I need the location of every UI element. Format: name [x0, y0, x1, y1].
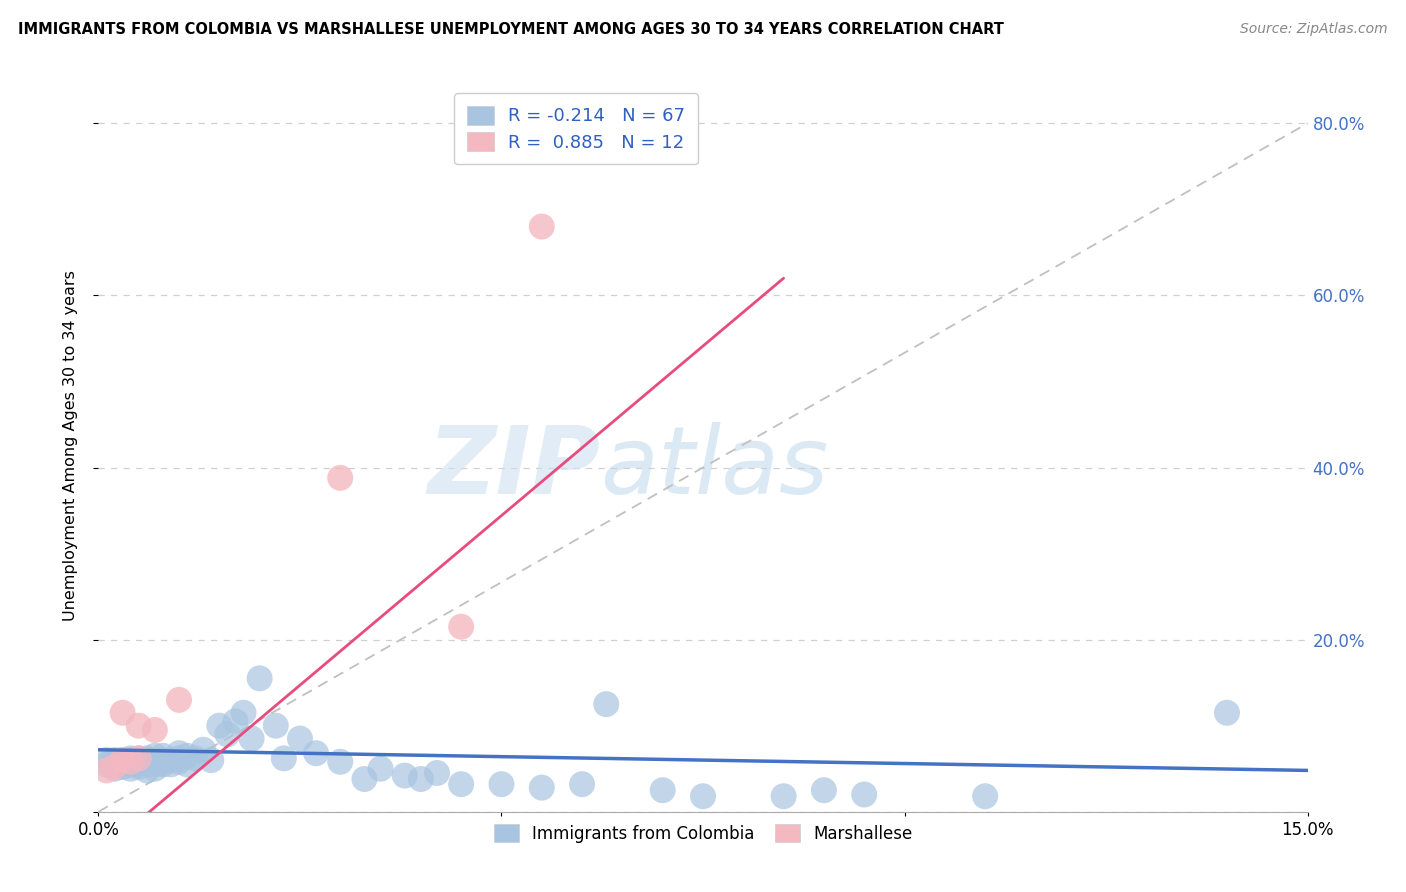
Point [120, 755, 142, 769]
Point [111, 757, 134, 772]
Point [813, 783, 835, 797]
Text: atlas: atlas [600, 423, 828, 514]
Point [135, 764, 157, 778]
Point [409, 772, 432, 786]
Text: IMMIGRANTS FROM COLOMBIA VS MARSHALLESE UNEMPLOYMENT AMONG AGES 30 TO 34 YEARS C: IMMIGRANTS FROM COLOMBIA VS MARSHALLESE … [18, 22, 1004, 37]
Point [571, 777, 593, 791]
Point [193, 743, 215, 757]
Point [111, 706, 134, 720]
Point [111, 753, 134, 767]
Point [128, 760, 150, 774]
Y-axis label: Unemployment Among Ages 30 to 34 years: Unemployment Among Ages 30 to 34 years [63, 270, 77, 622]
Point [426, 766, 449, 780]
Point [111, 760, 134, 774]
Point [152, 757, 174, 772]
Point [450, 777, 472, 791]
Point [394, 768, 416, 782]
Point [143, 753, 166, 767]
Point [111, 755, 134, 769]
Point [160, 757, 183, 772]
Point [135, 753, 157, 767]
Point [853, 788, 876, 802]
Point [305, 746, 328, 760]
Point [176, 748, 198, 763]
Point [772, 789, 794, 804]
Point [176, 757, 198, 772]
Point [288, 731, 311, 746]
Point [167, 746, 190, 760]
Point [143, 757, 166, 772]
Point [329, 755, 352, 769]
Point [200, 753, 222, 767]
Point [128, 751, 150, 765]
Point [1216, 706, 1239, 720]
Point [167, 755, 190, 769]
Point [120, 753, 142, 767]
Point [103, 762, 125, 776]
Point [232, 706, 254, 720]
Point [167, 751, 190, 765]
Point [264, 719, 287, 733]
Point [96, 757, 118, 772]
Point [491, 777, 513, 791]
Text: Source: ZipAtlas.com: Source: ZipAtlas.com [1240, 22, 1388, 37]
Point [128, 751, 150, 765]
Point [96, 753, 118, 767]
Point [530, 219, 553, 234]
Point [135, 757, 157, 772]
Point [224, 714, 246, 729]
Point [692, 789, 714, 804]
Point [143, 762, 166, 776]
Point [217, 727, 239, 741]
Point [184, 751, 207, 765]
Point [128, 755, 150, 769]
Point [167, 693, 190, 707]
Point [329, 471, 352, 485]
Point [530, 780, 553, 795]
Point [103, 760, 125, 774]
Point [120, 755, 142, 769]
Point [353, 772, 375, 786]
Point [128, 757, 150, 772]
Point [595, 697, 617, 711]
Point [103, 753, 125, 767]
Point [370, 762, 392, 776]
Point [128, 719, 150, 733]
Point [135, 751, 157, 765]
Legend: Immigrants from Colombia, Marshallese: Immigrants from Colombia, Marshallese [485, 815, 921, 851]
Point [249, 671, 271, 685]
Point [651, 783, 673, 797]
Point [240, 731, 263, 746]
Point [974, 789, 997, 804]
Point [143, 748, 166, 763]
Point [120, 757, 142, 772]
Point [120, 762, 142, 776]
Point [160, 753, 183, 767]
Point [96, 764, 118, 778]
Point [152, 748, 174, 763]
Point [111, 753, 134, 767]
Point [152, 753, 174, 767]
Point [120, 751, 142, 765]
Point [143, 723, 166, 737]
Point [450, 620, 472, 634]
Point [103, 757, 125, 772]
Point [273, 751, 295, 765]
Point [208, 719, 231, 733]
Text: ZIP: ZIP [427, 422, 600, 514]
